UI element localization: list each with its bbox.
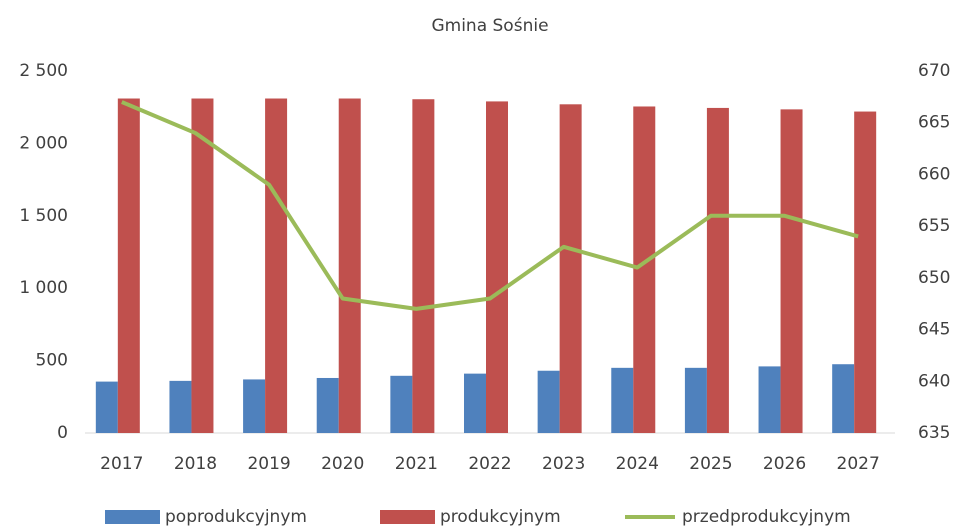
bar [854,111,877,433]
bar [537,370,560,433]
bar [265,98,288,434]
x-tick-label: 2025 [689,454,732,474]
x-tick-label: 2024 [616,454,659,474]
y-tick-label: 1 500 [19,206,68,226]
chart-title: Gmina Sośnie [431,16,548,36]
x-tick-label: 2023 [542,454,585,474]
legend-swatch [380,510,435,524]
bar [780,109,803,433]
bar [684,367,707,433]
y2-tick-label: 640 [918,371,950,391]
y2-tick-label: 655 [918,216,950,236]
y2-tick-label: 660 [918,164,950,184]
y-tick-label: 2 500 [19,61,68,81]
bar [611,367,634,433]
y-tick-label: 500 [36,351,68,371]
y2-tick-label: 635 [918,423,950,443]
legend-label: produkcyjnym [440,507,561,527]
bar [486,101,508,434]
y2-tick-label: 645 [918,320,950,340]
x-tick-label: 2019 [247,454,290,474]
bar [191,98,214,434]
y-tick-label: 0 [57,423,68,443]
x-tick-label: 2021 [395,454,438,474]
y2-tick-label: 665 [918,113,950,133]
bar [117,98,140,434]
bar [95,381,118,433]
bar [338,98,361,434]
legend-swatch [105,510,160,524]
x-tick-label: 2020 [321,454,364,474]
bar [706,107,729,433]
bar [633,106,656,433]
bar [316,377,339,433]
y2-tick-label: 650 [918,268,950,288]
bar [464,373,486,433]
legend-label: przedprodukcyjnym [682,507,851,527]
x-tick-label: 2018 [174,454,217,474]
bar [758,366,781,433]
bar [559,104,582,433]
bar [243,379,266,433]
y-tick-label: 1 000 [19,278,68,298]
x-tick-label: 2027 [837,454,880,474]
x-tick-label: 2022 [468,454,511,474]
x-tick-label: 2026 [763,454,806,474]
bar [832,364,855,433]
y-tick-label: 2 000 [19,133,68,153]
y2-tick-label: 670 [918,61,950,81]
bar [390,375,413,433]
legend-label: poprodukcyjnym [165,507,307,527]
bar [169,380,192,433]
line [121,100,859,311]
bar [412,99,435,434]
x-tick-label: 2017 [100,454,143,474]
